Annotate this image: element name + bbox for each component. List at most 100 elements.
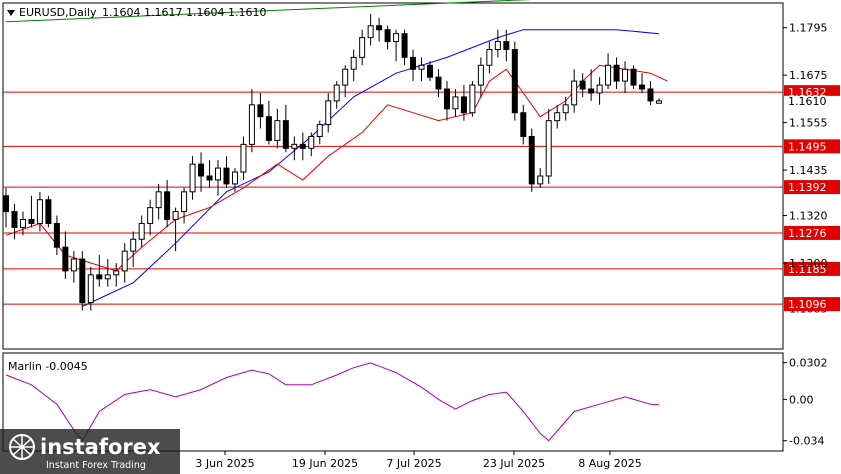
candle <box>121 243 128 283</box>
chart-header-ohlc: 1.1604 1.1617 1.1604 1.1610 <box>102 6 266 19</box>
level-label-bg-4 <box>784 261 840 276</box>
collapse-triangle-icon[interactable] <box>7 10 15 16</box>
candle <box>325 92 332 133</box>
candle <box>189 156 196 200</box>
level-label-bg-3 <box>784 225 840 240</box>
candle <box>155 183 162 220</box>
candle <box>562 96 569 121</box>
indicator-tick-label-0: 0.0302 <box>789 357 828 370</box>
price-tick-label-5: 1.1200 <box>789 257 828 270</box>
candle <box>393 29 400 62</box>
price-tick-label-3: 1.1435 <box>789 164 828 177</box>
candle <box>215 160 221 196</box>
candle <box>130 231 137 267</box>
candle <box>265 100 272 145</box>
candle <box>460 85 467 121</box>
candle <box>299 132 306 161</box>
instaforex-watermark: instaforex Instant Forex Trading <box>0 429 180 474</box>
candle <box>486 41 493 74</box>
candle <box>3 187 9 228</box>
candle <box>198 152 205 192</box>
candle <box>274 108 281 149</box>
candle <box>172 207 179 252</box>
time-tick-label-0: 3 Jun 2025 <box>195 457 254 470</box>
candle <box>96 255 103 287</box>
candle <box>376 17 383 42</box>
main-price-panel <box>2 2 784 350</box>
candle <box>316 120 323 145</box>
candle <box>342 65 349 97</box>
candle <box>367 13 374 46</box>
candle <box>630 65 637 90</box>
candle <box>520 104 527 145</box>
candle <box>410 49 417 82</box>
overlay-line-blue <box>82 29 660 307</box>
candle <box>418 57 425 82</box>
candle <box>87 266 94 311</box>
candle <box>350 49 357 82</box>
candle <box>545 108 552 184</box>
time-tick-label-4: 8 Aug 2025 <box>578 457 641 470</box>
candle <box>28 195 35 228</box>
candle <box>282 104 289 153</box>
candle <box>427 61 433 82</box>
marlin-series-line <box>5 362 660 442</box>
candle <box>622 61 629 93</box>
candle <box>240 136 247 180</box>
chart-header-symbol: EURUSD,Daily <box>19 6 97 19</box>
candle <box>588 69 595 101</box>
candle <box>248 89 255 153</box>
overlay-line-green <box>5 0 532 23</box>
price-tick-label-0: 1.1795 <box>789 22 828 35</box>
watermark-tagline: Instant Forex Trading <box>46 460 146 471</box>
candle <box>579 73 586 97</box>
candle <box>53 215 60 256</box>
current-price-label: 1.1610 <box>788 95 827 108</box>
candle <box>647 81 654 105</box>
candle <box>401 29 408 66</box>
candlesticks <box>3 13 662 311</box>
level-label-bg-0 <box>784 85 840 100</box>
candle <box>70 251 77 283</box>
candle <box>181 187 188 224</box>
candle <box>147 199 154 236</box>
level-label-bg-2 <box>784 180 840 195</box>
candle <box>435 69 442 97</box>
candle <box>469 81 476 117</box>
price-tick-label-4: 1.1320 <box>789 210 828 223</box>
candle <box>62 231 69 279</box>
level-label-bg-5 <box>784 297 840 312</box>
candle <box>36 191 43 232</box>
candle <box>494 29 501 58</box>
current-price-bg <box>784 95 840 106</box>
time-axis: 3 Jun 2025 19 Jun 2025 7 Jul 2025 23 Jul 20… <box>195 451 642 470</box>
indicator-tick-label-1: 0.00 <box>789 393 814 406</box>
marlin-indicator-title: Marlin -0.0045 <box>8 360 88 373</box>
level-label-4: 1.1185 <box>788 263 827 276</box>
indicator-tick-label-2: -0.034 <box>789 435 824 448</box>
candle <box>11 203 18 240</box>
watermark-brand: instaforex <box>40 435 161 459</box>
price-tick-label-2: 1.1555 <box>789 117 828 130</box>
candle <box>639 73 645 93</box>
candle <box>477 57 484 97</box>
candle <box>443 81 450 121</box>
candle <box>333 81 340 109</box>
candle <box>613 57 620 90</box>
candle <box>537 168 544 188</box>
time-tick-label-2: 7 Jul 2025 <box>386 457 441 470</box>
level-label-bg-1 <box>784 139 840 154</box>
marlin-line <box>5 362 660 442</box>
candle <box>223 156 230 188</box>
candle <box>113 262 120 287</box>
time-tick-label-1: 19 Jun 2025 <box>292 457 358 470</box>
instaforex-logo-icon <box>9 434 35 460</box>
time-tick-label-3: 23 Jul 2025 <box>483 457 545 470</box>
candle <box>19 211 26 236</box>
candle <box>308 132 315 157</box>
price-tick-label-1: 1.1675 <box>789 69 828 82</box>
candle <box>596 77 603 105</box>
candle <box>138 215 145 248</box>
indicator-axis: 0.0302 0.00 -0.034 <box>783 357 828 448</box>
